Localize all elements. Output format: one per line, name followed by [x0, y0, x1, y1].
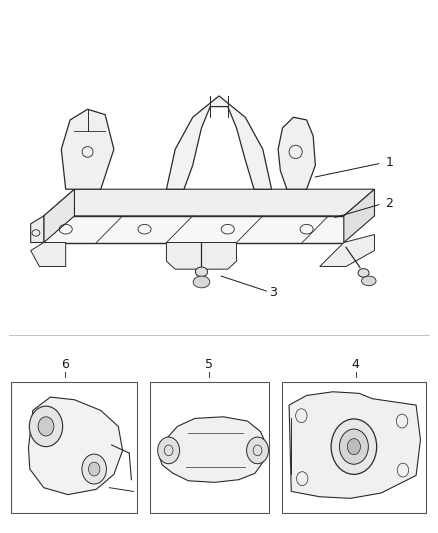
Ellipse shape: [362, 276, 376, 286]
Circle shape: [339, 429, 368, 464]
Polygon shape: [28, 397, 123, 495]
Text: 6: 6: [61, 358, 69, 371]
Bar: [11, 382, 137, 513]
Circle shape: [331, 419, 377, 474]
Bar: [150, 382, 269, 513]
Polygon shape: [166, 243, 237, 269]
Circle shape: [347, 439, 360, 455]
Text: 5: 5: [205, 358, 213, 371]
Polygon shape: [44, 189, 374, 216]
Circle shape: [38, 417, 54, 436]
Polygon shape: [61, 109, 114, 189]
Text: 2: 2: [385, 197, 393, 210]
Polygon shape: [278, 117, 315, 189]
Polygon shape: [160, 417, 266, 482]
Polygon shape: [320, 235, 374, 266]
Bar: [282, 382, 426, 513]
Polygon shape: [44, 216, 344, 243]
Text: 3: 3: [269, 286, 277, 298]
Circle shape: [158, 437, 180, 464]
Circle shape: [247, 437, 268, 464]
Ellipse shape: [193, 276, 210, 288]
Text: 1: 1: [385, 156, 393, 169]
Circle shape: [29, 406, 63, 447]
Polygon shape: [166, 96, 272, 189]
Ellipse shape: [358, 269, 369, 277]
Polygon shape: [44, 189, 74, 243]
Text: 4: 4: [352, 358, 360, 371]
Polygon shape: [31, 216, 44, 243]
Circle shape: [88, 462, 100, 476]
Polygon shape: [289, 392, 420, 498]
Circle shape: [82, 454, 106, 484]
Ellipse shape: [195, 267, 208, 277]
Polygon shape: [344, 189, 374, 243]
Polygon shape: [31, 243, 66, 266]
